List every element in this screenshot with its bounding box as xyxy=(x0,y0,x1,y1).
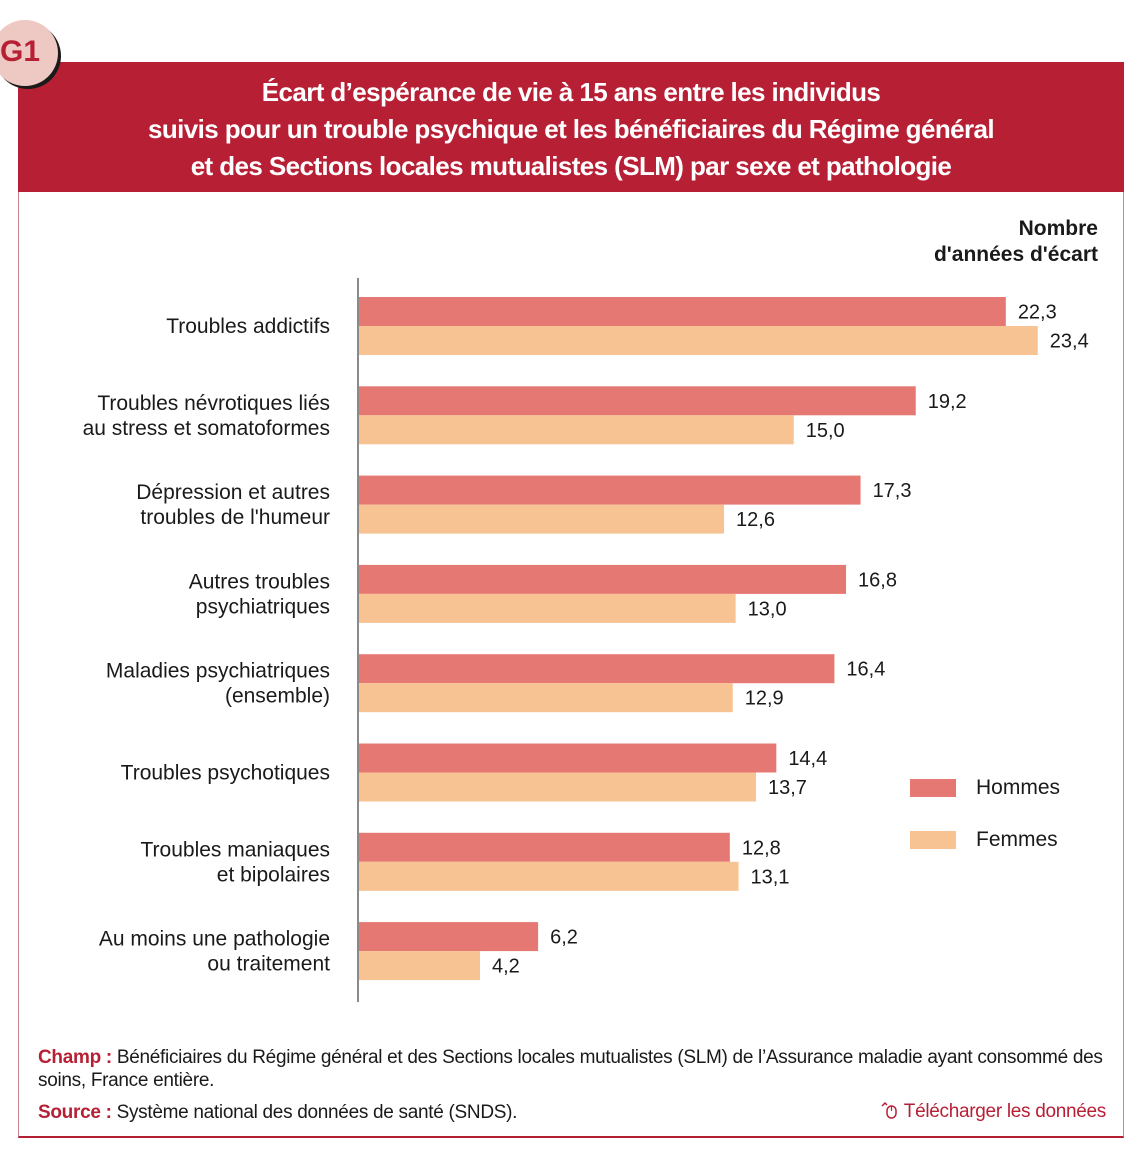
data-label: 19,2 xyxy=(928,391,967,413)
data-label: 22,3 xyxy=(1018,302,1057,324)
bar-femmes xyxy=(358,951,481,981)
category-label: Troubles névrotiques liés xyxy=(97,392,330,415)
bar-hommes xyxy=(358,386,916,416)
category-label: Troubles psychotiques xyxy=(121,762,330,785)
title-banner xyxy=(18,62,1124,192)
bar-femmes xyxy=(358,326,1038,355)
data-label: 12,6 xyxy=(736,509,775,531)
title-line: Écart d’espérance de vie à 15 ans entre … xyxy=(261,77,881,107)
bar-hommes xyxy=(358,743,777,773)
bar-femmes xyxy=(358,415,794,445)
legend-label: Femmes xyxy=(976,828,1058,851)
figure-badge: G1 xyxy=(0,20,58,86)
data-label: 12,8 xyxy=(742,837,781,859)
title-line: suivis pour un trouble psychique et les … xyxy=(148,114,995,144)
legend-swatch-femmes xyxy=(910,831,956,849)
bar-hommes xyxy=(358,922,539,952)
data-label: 13,7 xyxy=(768,777,807,799)
bar-hommes xyxy=(358,564,847,594)
legend-item-femmes: Femmes xyxy=(910,814,1060,866)
axis-unit-label: Nombre d'années d'écart xyxy=(934,216,1098,268)
download-label: Télécharger les données xyxy=(903,1101,1107,1122)
scope-note: Champ : Bénéficiaires du Régime général … xyxy=(38,1046,1108,1092)
source-note: Source : Système national des données de… xyxy=(38,1102,517,1124)
source-text: Système national des données de santé (S… xyxy=(111,1102,518,1123)
category-label: psychiatriques xyxy=(196,595,330,618)
data-label: 16,8 xyxy=(858,569,897,591)
category-label: (ensemble) xyxy=(225,685,330,708)
data-label: 16,4 xyxy=(846,659,885,681)
badge-label: G1 xyxy=(0,35,41,68)
bar-femmes xyxy=(358,593,736,623)
data-label: 17,3 xyxy=(873,480,912,502)
bar-femmes xyxy=(358,504,725,534)
category-label: Au moins une pathologie xyxy=(99,928,330,951)
title-line: et des Sections locales mutualistes (SLM… xyxy=(190,151,952,181)
category-label: Troubles maniaques xyxy=(141,838,331,861)
bar-hommes xyxy=(358,297,1006,326)
data-label: 15,0 xyxy=(806,420,845,442)
data-label: 12,9 xyxy=(745,688,784,710)
chart-title: Écart d’espérance de vie à 15 ans entre … xyxy=(18,74,1124,185)
bar-hommes xyxy=(358,654,835,684)
category-label: troubles de l'humeur xyxy=(140,506,330,529)
legend-item-hommes: Hommes xyxy=(910,762,1060,814)
category-label: Maladies psychiatriques xyxy=(106,660,330,683)
legend-label: Hommes xyxy=(976,776,1061,799)
data-label: 23,4 xyxy=(1050,331,1089,353)
scope-label: Champ : xyxy=(38,1047,112,1068)
source-label: Source : xyxy=(38,1102,112,1123)
bar-femmes xyxy=(358,772,756,802)
category-label: ou traitement xyxy=(207,953,330,976)
data-label: 13,0 xyxy=(748,598,787,620)
category-label: Dépression et autres xyxy=(136,481,330,504)
bar-hommes xyxy=(358,832,730,862)
unit-line: d'années d'écart xyxy=(933,243,1098,266)
unit-line: Nombre xyxy=(1018,217,1098,240)
category-label: Troubles addictifs xyxy=(166,315,330,338)
bar-hommes xyxy=(358,475,861,505)
bar-femmes xyxy=(358,683,733,713)
legend: Hommes Femmes xyxy=(910,762,1060,866)
category-label: et bipolaires xyxy=(217,863,330,886)
legend-swatch-hommes xyxy=(910,779,956,797)
bar-femmes xyxy=(358,861,739,891)
data-label: 13,1 xyxy=(751,866,790,888)
category-label: au stress et somatoformes xyxy=(83,417,330,440)
mouse-icon xyxy=(881,1101,897,1119)
data-label: 14,4 xyxy=(788,748,827,770)
download-data-link[interactable]: Télécharger les données xyxy=(881,1101,1106,1123)
scope-text: Bénéficiaires du Régime général et des S… xyxy=(38,1047,1103,1091)
category-label: Autres troubles xyxy=(189,570,330,593)
data-label: 4,2 xyxy=(492,956,520,978)
data-label: 6,2 xyxy=(550,927,578,949)
